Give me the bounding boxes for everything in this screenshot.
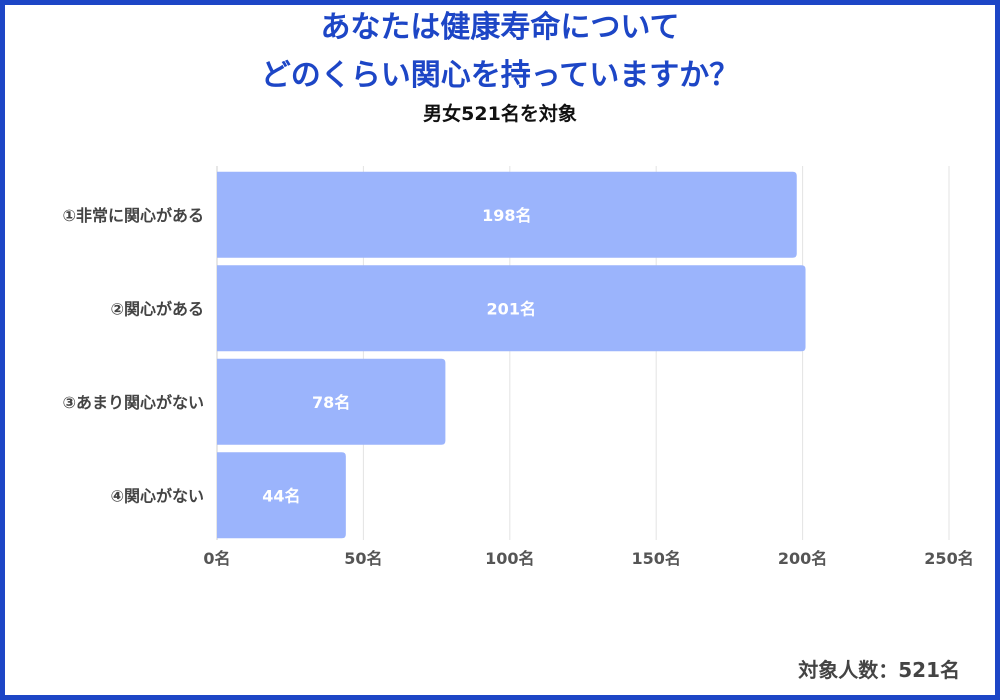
category-label-1: ①非常に関心がある xyxy=(62,206,204,225)
x-tick-label-0: 0名 xyxy=(203,549,230,568)
sample-size-note: 対象人数：521名 xyxy=(798,658,960,682)
chart-title-line-1: あなたは健康寿命について xyxy=(320,10,680,45)
category-label-3: ③あまり関心がない xyxy=(62,393,204,412)
data-label-3: 78名 xyxy=(312,393,350,412)
bar-1 xyxy=(217,171,797,258)
bar-4 xyxy=(217,452,346,539)
x-tick-label-1: 50名 xyxy=(344,549,382,568)
data-label-2: 201名 xyxy=(487,299,536,318)
chart-subtitle: 男女521名を対象 xyxy=(423,103,577,125)
x-tick-label-3: 150名 xyxy=(631,549,680,568)
bar-2 xyxy=(217,265,806,352)
data-label-1: 198名 xyxy=(482,206,531,225)
data-label-4: 44名 xyxy=(262,486,300,505)
x-tick-label-4: 200名 xyxy=(778,549,827,568)
bar-3 xyxy=(217,358,446,445)
category-label-2: ②関心がある xyxy=(110,299,204,318)
x-tick-label-5: 250名 xyxy=(924,549,973,568)
x-tick-label-2: 100名 xyxy=(485,549,534,568)
category-label-4: ④関心がない xyxy=(110,486,204,505)
chart-title-line-2: どのくらい関心を持っていますか？ xyxy=(260,58,740,93)
